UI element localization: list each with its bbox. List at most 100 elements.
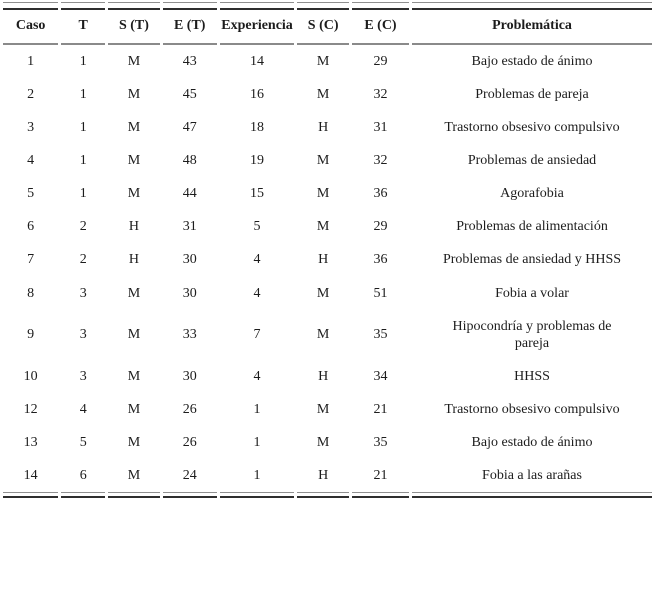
cell-e-t: 24 [162,459,217,494]
top-rule-row [3,2,652,8]
cell-problematica: Trastorno obsesivo compulsivo [444,401,620,417]
cell-t: 2 [79,252,87,268]
top-rule-segment [297,2,349,8]
column-header-e-c: E (C) [351,8,410,45]
cell-s-c: M [316,401,330,417]
cell-caso: 10 [23,368,38,384]
cell-caso: 3 [27,120,35,136]
cell-e-t: 30 [182,285,197,301]
cell-problematica: Problemas de alimentación [456,219,608,235]
cell-s-c: M [316,219,330,235]
cell-problematica: Bajo estado de ánimo [471,54,593,69]
cell-e-t: 26 [182,434,197,450]
cell-problematica: Trastorno obsesivo compulsivo [444,120,620,136]
cell-caso: 12 [23,401,38,417]
cell-e-t: 26 [182,401,197,417]
table-body: 1 1 M 43 14 M 29 Bajo estado de ánimo 2 1 M 45 16 M 32… [3,45,652,499]
cell-s-c: H [318,252,329,268]
participants-table: Caso T S (T) E (T) Experiencia S (C) E (C) Prob… [0,2,655,499]
cell-e-c: 36 [373,252,388,268]
cell-s-t: M [127,153,141,169]
cell-t: 5 [79,434,87,450]
cell-t: 3 [79,368,87,384]
cell-problematica: Problemas de ansiedad y HHSS [442,252,622,268]
bottom-rule-segment [108,493,160,499]
cell-caso: 6 [27,219,35,235]
cell-s-c: M [316,87,330,103]
cell-e-t: 30 [182,252,197,268]
cell-t: 1 [79,120,87,136]
cell-t: 1 [79,186,87,202]
cell-s-c: M [316,327,330,343]
bottom-rule-segment [412,493,652,499]
bottom-rule-segment [219,493,295,499]
header-row: Caso T S (T) E (T) Experiencia S (C) E (C) Prob… [3,8,652,45]
cell-t: 1 [79,54,87,69]
cell-e-c: 51 [373,285,388,301]
cell-experiencia: 5 [253,219,261,235]
cell-problematica: Bajo estado de ánimo [471,434,593,450]
cell-s-t: M [127,285,141,301]
table-row-caso-10: 10 3 M 30 4 H 34 HHSS [3,360,652,393]
cell-experiencia: 16 [250,87,265,103]
cell-s-c: H [297,459,349,494]
cell-s-t: M [127,401,141,417]
cell-caso: 1 [27,54,35,69]
cell-e-c: 35 [373,327,388,343]
column-header-problem-tica: Problemática [412,8,652,45]
cell-s-t: M [127,54,141,69]
cell-e-c: 29 [373,54,388,69]
cell-s-c: M [316,434,330,450]
cell-e-t: 48 [182,153,197,169]
cell-t: 6 [61,459,106,494]
top-rule-segment [108,2,160,8]
cell-e-c: 29 [373,219,388,235]
cell-e-t: 33 [182,327,197,343]
table-row-caso-9: 9 3 M 33 7 M 35 Hipocondría y problemas de pare… [3,310,652,360]
cell-e-t: 47 [182,120,197,136]
table-row-caso-12: 12 4 M 26 1 M 21 Trastorno obsesivo compulsivo [3,393,652,426]
cell-e-c: 21 [351,459,410,494]
bottom-rule-row [3,493,652,499]
cell-experiencia: 18 [250,120,265,136]
top-rule-segment [162,2,217,8]
cell-caso: 7 [27,252,35,268]
cell-problematica: Fobia a volar [495,285,569,301]
cell-caso: 13 [23,434,38,450]
table-head: Caso T S (T) E (T) Experiencia S (C) E (C) Prob… [3,2,652,45]
cell-experiencia: 4 [253,252,261,268]
cell-experiencia: 1 [253,401,261,417]
cell-t: 1 [79,87,87,103]
cell-s-c: M [316,153,330,169]
top-rule-segment [351,2,410,8]
cell-t: 4 [79,401,87,417]
cell-caso: 14 [3,459,59,494]
cell-e-c: 32 [373,87,388,103]
table-row-caso-7: 7 2 H 30 4 H 36 Problemas de ansiedad y HHSS [3,243,652,276]
cell-s-c: M [316,186,330,202]
cell-s-t: H [128,252,139,268]
cell-caso: 2 [27,87,35,103]
column-header-s-t: S (T) [108,8,160,45]
cell-experiencia: 1 [219,459,295,494]
cell-s-t: H [128,219,139,235]
cell-caso: 8 [27,285,35,301]
cell-experiencia: 14 [250,54,265,69]
table-row-caso-5: 5 1 M 44 15 M 36 Agorafobia [3,177,652,210]
cell-experiencia: 1 [253,434,261,450]
cell-e-t: 44 [182,186,197,202]
cell-caso: 5 [27,186,35,202]
cell-t: 2 [79,219,87,235]
top-rule-segment [3,2,59,8]
cell-experiencia: 15 [250,186,265,202]
cell-s-c: H [318,368,329,384]
cell-e-c: 21 [373,401,388,417]
cell-s-t: M [127,434,141,450]
top-rule-segment [412,2,652,8]
cell-caso: 4 [27,153,35,169]
bottom-rule-segment [351,493,410,499]
cell-problematica: Problemas de ansiedad [467,153,597,169]
cell-s-t: M [108,459,160,494]
cell-e-t: 43 [182,54,197,69]
cell-problematica: Fobia a las arañas [412,459,652,494]
